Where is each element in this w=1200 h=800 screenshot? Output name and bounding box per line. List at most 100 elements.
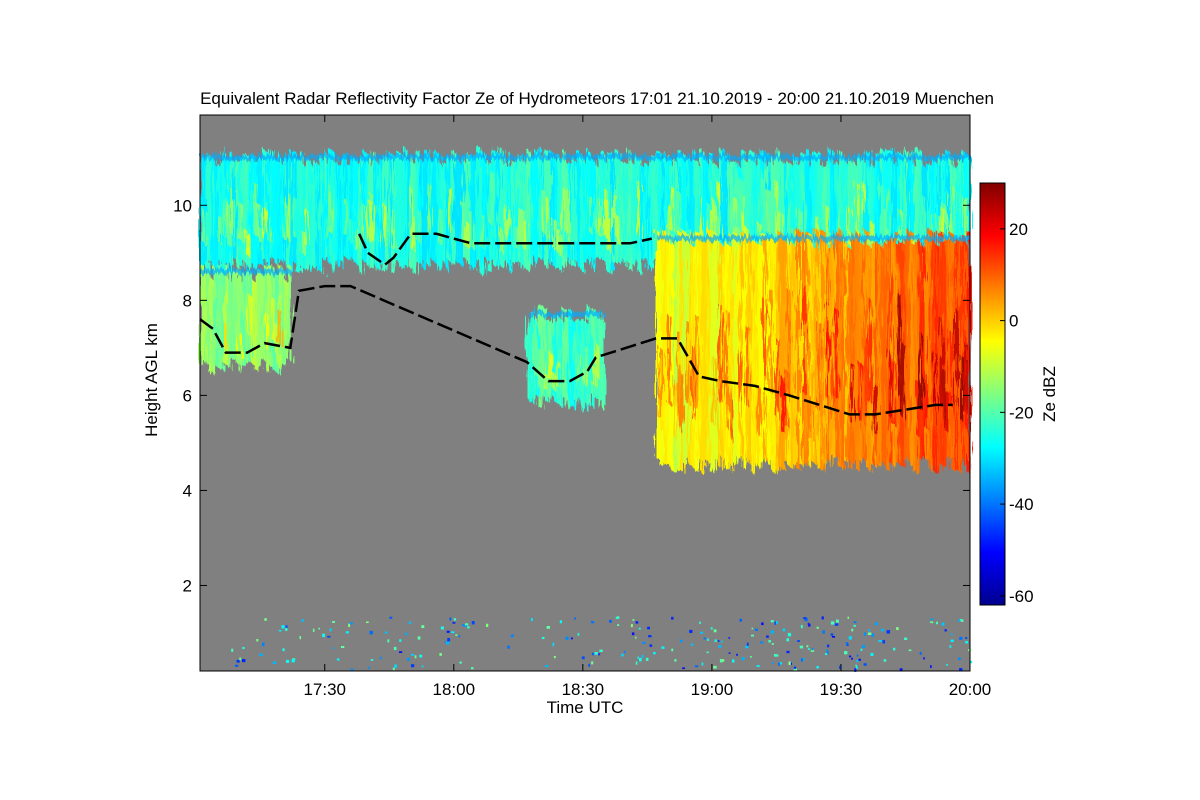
echo-speck [459,661,462,664]
reflectivity-column [577,152,582,268]
reflectivity-column [397,153,402,266]
echo-speck [930,618,934,621]
echo-speck [345,631,349,634]
reflectivity-streak [955,309,959,406]
reflectivity-streak [667,315,672,405]
reflectivity-streak [463,226,468,246]
reflectivity-streak [898,294,902,397]
echo-speck [834,623,839,626]
reflectivity-column [206,269,210,365]
x-tick-label: 18:00 [433,680,476,699]
echo-speck [760,641,764,644]
echo-speck [856,654,859,657]
reflectivity-column [910,151,914,261]
echo-speck [811,647,814,651]
echo-speck [786,638,790,642]
reflectivity-streak [700,198,704,243]
reflectivity-column [254,275,258,370]
reflectivity-column [895,232,899,463]
echo-speck [632,619,635,621]
echo-speck [960,619,964,622]
reflectivity-streak [460,202,465,241]
reflectivity-column [688,231,693,466]
reflectivity-streak [946,392,950,432]
reflectivity-streak [577,357,582,383]
reflectivity-column [251,280,255,365]
reflectivity-streak [224,197,228,237]
reflectivity-column [280,160,285,259]
reflectivity-column [430,150,435,260]
reflectivity-column [961,150,965,259]
reflectivity-column [916,244,920,473]
reflectivity-column [787,163,791,262]
reflectivity-streak [868,220,872,249]
reflectivity-streak [272,297,276,342]
reflectivity-streak [616,216,621,244]
reflectivity-column [859,155,863,268]
echo-speck [616,616,620,619]
reflectivity-column [892,237,896,467]
echo-speck [440,626,444,630]
reflectivity-column [862,238,866,460]
reflectivity-streak [266,315,270,350]
echo-speck [577,633,580,636]
echo-speck [714,639,717,643]
reflectivity-column [622,163,627,265]
reflectivity-column [634,156,638,261]
echo-speck [930,665,932,668]
echo-speck [899,668,903,671]
echo-speck [793,668,797,671]
reflectivity-column [874,152,878,268]
reflectivity-streak [427,184,432,234]
echo-speck [411,653,415,656]
reflectivity-column [203,273,207,362]
reflectivity-streak [685,321,690,404]
reflectivity-column [236,161,240,268]
reflectivity-column [715,237,720,460]
reflectivity-column [230,270,234,360]
echo-speck [447,638,451,642]
reflectivity-streak [949,184,953,236]
reflectivity-column [547,160,552,260]
echo-speck [452,621,456,624]
reflectivity-column [529,311,534,403]
reflectivity-streak [739,352,744,416]
reflectivity-streak [874,385,878,434]
cloud-edge [200,154,970,160]
reflectivity-column [850,163,854,258]
reflectivity-column [790,244,795,469]
reflectivity-column [910,232,914,466]
x-axis: 17:30 18:00 18:30 19:00 19:30 20:00 [303,115,991,699]
reflectivity-streak [676,190,680,233]
reflectivity-streak [613,195,618,236]
reflectivity-streak [559,235,564,258]
colorbar-tick-label: 20 [1009,220,1028,239]
echo-speck [804,617,808,622]
reflectivity-streak [238,202,243,241]
echo-speck [868,629,870,632]
echo-speck [322,633,325,638]
reflectivity-streak [541,190,546,233]
reflectivity-streak [937,215,941,244]
echo-speck [370,659,374,661]
reflectivity-column [571,157,576,267]
reflectivity-column [829,236,833,467]
echo-speck [776,621,779,624]
echo-speck [278,629,282,632]
reflectivity-column [352,158,357,262]
reflectivity-streak [838,209,842,240]
echo-speck [836,619,839,623]
reflectivity-column [799,233,804,465]
reflectivity-column [616,151,621,263]
reflectivity-column [958,160,962,266]
reflectivity-column [538,154,543,260]
reflectivity-column [925,162,929,259]
reflectivity-column [331,154,336,273]
reflectivity-streak [262,207,267,240]
echo-speck [299,636,302,640]
echo-speck [713,629,717,633]
reflectivity-streak [583,346,588,385]
reflectivity-column [215,165,219,274]
echo-speck [706,651,709,654]
reflectivity-column [715,166,719,258]
